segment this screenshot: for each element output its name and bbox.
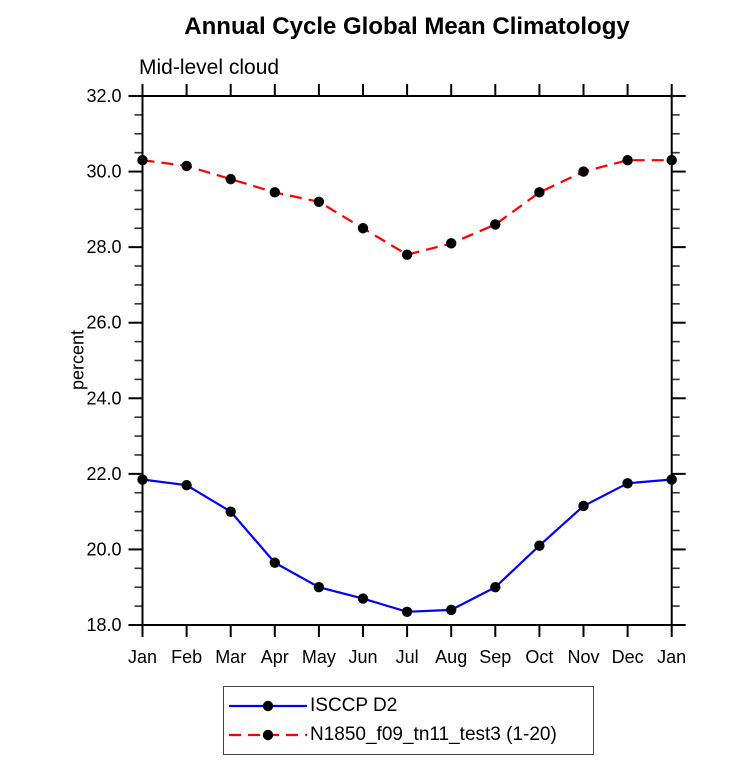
x-tick-label: Jun <box>348 647 377 667</box>
y-tick-label: 24.0 <box>86 388 121 408</box>
data-point-series-1 <box>534 187 545 198</box>
y-tick-label: 28.0 <box>86 237 121 257</box>
legend-label-observation: ISCCP D2 <box>310 694 398 716</box>
y-tick-label: 30.0 <box>86 162 121 182</box>
y-tick-label: 18.0 <box>86 615 121 635</box>
x-tick-label: Oct <box>525 647 553 667</box>
legend-item-observation: ISCCP D2 <box>228 695 593 717</box>
data-point-series-0 <box>446 604 457 616</box>
legend-item-model: N1850_f09_tn11_test3 (1-20) <box>228 724 593 746</box>
data-point-series-0 <box>313 582 325 593</box>
series-line-0 <box>142 478 672 613</box>
legend-marker-dot-icon <box>262 730 274 741</box>
x-tick-label: Mar <box>215 647 246 667</box>
data-point-series-0 <box>137 474 148 485</box>
x-tick-label: Nov <box>567 647 599 667</box>
legend-marker-dot-icon <box>262 700 274 711</box>
data-point-series-0 <box>534 540 545 551</box>
legend-label-model: N1850_f09_tn11_test3 (1-20) <box>310 724 557 746</box>
data-point-series-1 <box>313 196 325 207</box>
y-tick-label: 26.0 <box>86 313 121 333</box>
data-point-series-1 <box>622 155 633 166</box>
chart-subtitle: Mid-level cloud <box>139 56 280 79</box>
data-point-series-1 <box>490 219 501 230</box>
data-point-series-0 <box>490 582 501 593</box>
x-tick-label: Jan <box>657 647 686 667</box>
data-point-series-1 <box>578 166 589 177</box>
data-point-series-1 <box>666 155 677 166</box>
x-tick-label: May <box>302 647 336 667</box>
y-tick-label: 20.0 <box>86 539 121 559</box>
data-point-series-0 <box>578 500 589 512</box>
plot-frame <box>141 95 673 626</box>
legend-swatch-dashed <box>229 730 307 741</box>
data-point-series-0 <box>225 506 236 517</box>
legend: ISCCP D2 N1850_f09_tn11_test3 (1-20) <box>223 686 594 755</box>
data-point-series-0 <box>622 478 633 489</box>
chart-title: Annual Cycle Global Mean Climatology <box>184 13 630 40</box>
x-tick-label: Dec <box>612 647 644 667</box>
data-point-series-0 <box>269 557 280 568</box>
data-point-series-1 <box>446 238 457 249</box>
legend-swatch-solid <box>229 700 307 711</box>
data-point-series-0 <box>401 606 413 617</box>
x-tick-label: Aug <box>435 647 467 667</box>
data-point-series-0 <box>666 474 677 485</box>
y-tick-label: 22.0 <box>86 464 121 484</box>
x-tick-label: Jan <box>128 647 157 667</box>
series-line-1 <box>142 159 672 256</box>
data-point-series-1 <box>137 155 148 166</box>
y-tick-label: 32.0 <box>86 86 121 106</box>
x-tick-label: Sep <box>479 647 511 667</box>
x-tick-label: Feb <box>171 647 202 667</box>
data-point-series-1 <box>181 160 192 172</box>
data-point-series-1 <box>225 173 236 185</box>
data-point-series-0 <box>357 593 369 604</box>
data-point-series-1 <box>357 223 369 234</box>
data-point-series-1 <box>269 187 280 198</box>
x-tick-label: Jul <box>396 647 419 667</box>
x-tick-label: Apr <box>261 647 289 667</box>
data-point-series-1 <box>401 249 413 260</box>
data-point-series-0 <box>181 479 192 491</box>
